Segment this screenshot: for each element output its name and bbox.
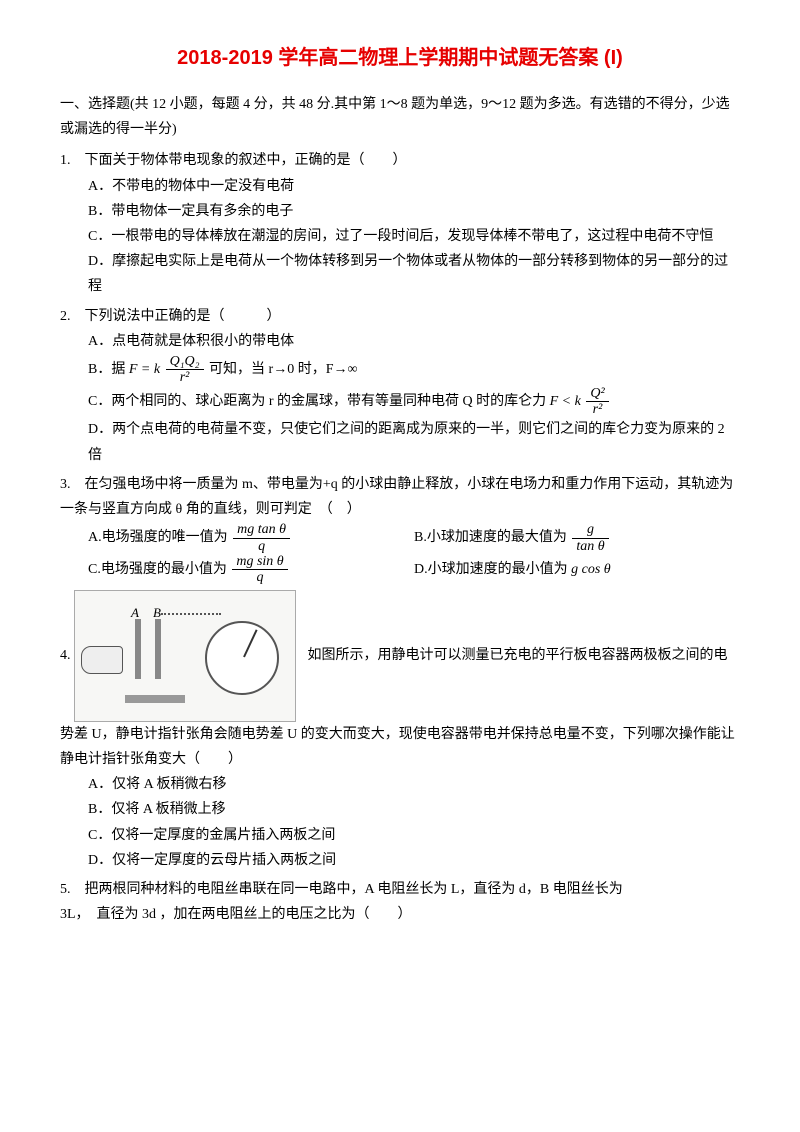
q4-opt-d: D．仅将一定厚度的云母片插入两板之间: [60, 848, 740, 873]
q4-opt-c: C．仅将一定厚度的金属片插入两板之间: [60, 823, 740, 848]
q1-opt-a: A．不带电的物体中一定没有电荷: [60, 174, 740, 199]
q3b-pre: B.小球加速度的最大值为: [414, 530, 567, 545]
q2b-post: 可知，当 r→0 时，F→∞: [209, 362, 357, 377]
q2-opt-c: C．两个相同的、球心距离为 r 的金属球，带有等量同种电荷 Q 时的库仑力 F …: [60, 386, 740, 418]
q2-opt-a: A．点电荷就是体积很小的带电体: [60, 329, 740, 354]
q3c-pre: C.电场强度的最小值为: [88, 562, 227, 577]
q3d-formula: g cos θ: [571, 562, 611, 577]
frac-num: g: [572, 522, 608, 538]
frac-num: mg sin θ: [232, 554, 287, 570]
q2c-pre: C．两个相同的、球心距离为 r 的金属球，带有等量同种电荷 Q 时的库仑力: [88, 394, 546, 409]
frac-den: q: [232, 570, 287, 585]
q3-stem: 3. 在匀强电场中将一质量为 m、带电量为+q 的小球由静止释放，小球在电场力和…: [60, 472, 740, 522]
wire-icon: [161, 613, 221, 617]
hand-icon: [81, 646, 123, 674]
f-eq: F = k: [129, 362, 160, 377]
q3-opt-c: C.电场强度的最小值为 mg sin θ q: [88, 554, 414, 586]
q4-opt-b: B．仅将 A 板稍微上移: [60, 797, 740, 822]
fraction-icon: Q² r²: [586, 386, 608, 418]
frac-den: r²: [166, 370, 204, 385]
q3-opt-a: A.电场强度的唯一值为 mg tan θ q: [88, 522, 414, 554]
q3-opt-b: B.小球加速度的最大值为 g tan θ: [414, 522, 740, 554]
plate-b: [155, 619, 161, 679]
formula-coulomb-lt: F < k Q² r²: [550, 394, 611, 409]
page-title: 2018-2019 学年高二物理上学期期中试题无答案 (I): [60, 40, 740, 76]
q3-row1: A.电场强度的唯一值为 mg tan θ q B.小球加速度的最大值为 g ta…: [60, 522, 740, 554]
q5-stem2: 3L， 直径为 3d ，加在两电阻丝上的电压之比为（ ）: [60, 902, 740, 927]
question-5: 5. 把两根同种材料的电阻丝串联在同一电路中，A 电阻丝长为 L，直径为 d，B…: [60, 877, 740, 927]
formula-coulomb: F = k Q₁Q₂ r²: [129, 362, 209, 377]
q2b-pre: B．据: [88, 362, 125, 377]
fraction-icon: g tan θ: [572, 522, 608, 554]
q3d-pre: D.小球加速度的最小值为: [414, 562, 568, 577]
q3-opt-d: D.小球加速度的最小值为 g cos θ: [414, 557, 740, 582]
fraction-icon: Q₁Q₂ r²: [166, 354, 204, 386]
label-b: B: [153, 601, 161, 624]
q4-line: 4. A B 如图所示，用静电计可以测量已充电的平行板电容器两极板之间的电势差 …: [60, 590, 740, 772]
electrostatic-meter-figure: A B: [74, 590, 296, 722]
q1-opt-b: B．带电物体一定具有多余的电子: [60, 199, 740, 224]
frac-den: q: [233, 539, 290, 554]
q4-opt-a: A．仅将 A 板稍微右移: [60, 772, 740, 797]
q3-row2: C.电场强度的最小值为 mg sin θ q D.小球加速度的最小值为 g co…: [60, 554, 740, 586]
q2-opt-b: B．据 F = k Q₁Q₂ r² 可知，当 r→0 时，F→∞: [60, 354, 740, 386]
q2-opt-d: D．两个点电荷的电荷量不变，只使它们之间的距离成为原来的一半，则它们之间的库仑力…: [60, 417, 740, 467]
q5-stem1: 5. 把两根同种材料的电阻丝串联在同一电路中，A 电阻丝长为 L，直径为 d，B…: [60, 877, 740, 902]
frac-den: tan θ: [572, 539, 608, 554]
question-1: 1. 下面关于物体带电现象的叙述中，正确的是（ ） A．不带电的物体中一定没有电…: [60, 148, 740, 299]
meter-icon: [205, 621, 279, 695]
f-lt: F < k: [550, 394, 581, 409]
fraction-icon: mg tan θ q: [233, 522, 290, 554]
q3a-pre: A.电场强度的唯一值为: [88, 530, 228, 545]
frac-num: Q²: [586, 386, 608, 402]
question-2: 2. 下列说法中正确的是（ ） A．点电荷就是体积很小的带电体 B．据 F = …: [60, 304, 740, 468]
question-4: 4. A B 如图所示，用静电计可以测量已充电的平行板电容器两极板之间的电势差 …: [60, 590, 740, 873]
frac-num: Q₁Q₂: [166, 354, 204, 370]
q4-num: 4.: [60, 648, 71, 663]
section-heading: 一、选择题(共 12 小题，每题 4 分，共 48 分.其中第 1～8 题为单选…: [60, 92, 740, 142]
base-icon: [125, 695, 185, 703]
q1-opt-c: C．一根带电的导体棒放在潮湿的房间，过了一段时间后，发现导体棒不带电了，这过程中…: [60, 224, 740, 249]
question-3: 3. 在匀强电场中将一质量为 m、带电量为+q 的小球由静止释放，小球在电场力和…: [60, 472, 740, 586]
plate-a: [135, 619, 141, 679]
fraction-icon: mg sin θ q: [232, 554, 287, 586]
q1-stem: 1. 下面关于物体带电现象的叙述中，正确的是（ ）: [60, 148, 740, 173]
frac-num: mg tan θ: [233, 522, 290, 538]
frac-den: r²: [586, 402, 608, 417]
label-a: A: [131, 601, 139, 624]
q2-stem: 2. 下列说法中正确的是（ ）: [60, 304, 740, 329]
q1-opt-d: D．摩擦起电实际上是电荷从一个物体转移到另一个物体或者从物体的一部分转移到物体的…: [60, 249, 740, 299]
